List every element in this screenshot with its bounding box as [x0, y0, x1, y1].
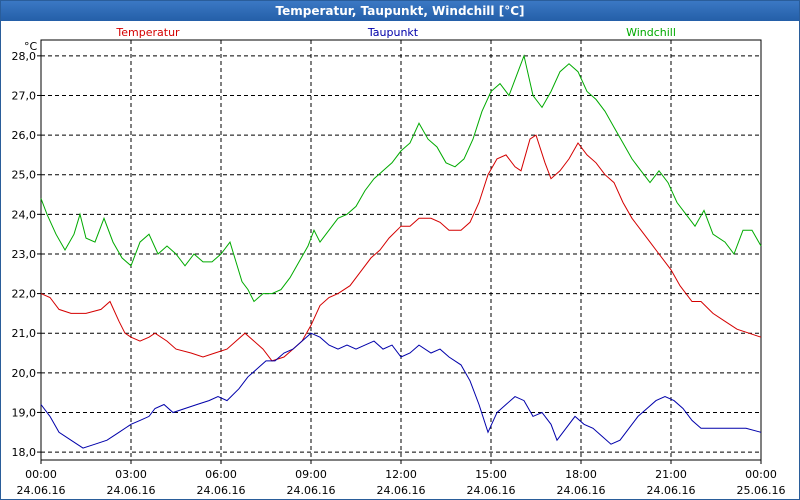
- x-tick-time-label: 18:00: [565, 468, 597, 481]
- x-tick-time-label: 00:00: [745, 468, 777, 481]
- y-tick-label: 23,0: [12, 248, 37, 261]
- legend-entry-temperatur: Temperatur: [115, 26, 180, 39]
- x-tick-date-label: 24.06.16: [377, 484, 426, 497]
- x-tick-time-label: 06:00: [205, 468, 237, 481]
- series-lines: [40, 54, 762, 449]
- x-tick-date-label: 24.06.16: [647, 484, 696, 497]
- x-tick-date-label: 24.06.16: [467, 484, 516, 497]
- y-tick-label: 21,0: [12, 327, 37, 340]
- y-unit-label: °C: [24, 40, 38, 53]
- window-title: Temperatur, Taupunkt, Windchill [°C]: [1, 1, 799, 21]
- y-tick-label: 28,0: [12, 50, 37, 63]
- x-tick-date-label: 25.06.16: [737, 484, 786, 497]
- x-tick-time-label: 15:00: [475, 468, 507, 481]
- x-tick-date-label: 24.06.16: [197, 484, 246, 497]
- x-tick-time-label: 03:00: [115, 468, 147, 481]
- x-tick-date-label: 24.06.16: [17, 484, 66, 497]
- legend-entry-taupunkt: Taupunkt: [367, 26, 419, 39]
- y-tick-label: 27,0: [12, 89, 37, 102]
- x-tick-date-label: 24.06.16: [107, 484, 156, 497]
- x-axis-ticks: 00:00 24.06.16 03:00 24.06.16 06:00 24.06.16 0…: [17, 460, 786, 497]
- legend: Temperatur Taupunkt Windchill: [115, 26, 676, 39]
- y-tick-label: 25,0: [12, 169, 37, 182]
- x-tick-date-label: 24.06.16: [287, 484, 336, 497]
- x-tick-date-label: 24.06.16: [557, 484, 606, 497]
- series-line-taupunkt: [40, 332, 762, 449]
- y-tick-label: 19,0: [12, 406, 37, 419]
- y-tick-label: 22,0: [12, 288, 37, 301]
- y-tick-label: 20,0: [12, 367, 37, 380]
- x-tick-time-label: 21:00: [655, 468, 687, 481]
- y-tick-label: 26,0: [12, 129, 37, 142]
- series-line-temperatur: [40, 134, 762, 362]
- y-tick-label: 24,0: [12, 208, 37, 221]
- x-tick-time-label: 09:00: [295, 468, 327, 481]
- series-line-windchill: [40, 54, 762, 303]
- y-tick-label: 18,0: [12, 446, 37, 459]
- x-tick-time-label: 12:00: [385, 468, 417, 481]
- legend-entry-windchill: Windchill: [626, 26, 676, 39]
- x-tick-time-label: 00:00: [25, 468, 57, 481]
- grid-lines: [41, 40, 761, 460]
- y-axis-ticks: 28,0 27,0 26,0 25,0 24,0 23,0 22,0 21,0 20,0 19,0…: [12, 50, 41, 459]
